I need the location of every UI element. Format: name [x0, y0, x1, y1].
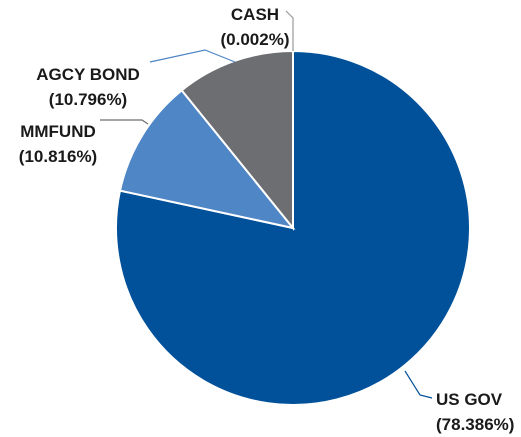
slice-label-cash: CASH	[231, 5, 279, 24]
leader-line-cash	[285, 10, 294, 51]
pie-slice-agcy-bond	[118, 88, 296, 230]
slice-percent-us-gov: (78.386%)	[436, 415, 514, 434]
slice-percent-agcy-bond: (10.796%)	[49, 90, 127, 109]
slice-label-agcy-bond: AGCY BOND	[36, 65, 140, 84]
slice-percent-cash: (0.002%)	[221, 30, 290, 49]
leader-lines	[100, 10, 433, 399]
slice-label-mmfund: MMFUND	[20, 122, 96, 141]
leader-line-agcy-bond	[149, 49, 236, 63]
slice-labels: US GOV (78.386%) CASH (0.002%) AGCY BOND (10.…	[19, 5, 515, 434]
slice-label-us-gov: US GOV	[436, 390, 503, 409]
pie-slices	[115, 49, 471, 406]
leader-line-mmfund	[100, 119, 149, 125]
leader-line-us-gov	[404, 370, 433, 399]
slice-percent-mmfund: (10.816%)	[19, 147, 97, 166]
